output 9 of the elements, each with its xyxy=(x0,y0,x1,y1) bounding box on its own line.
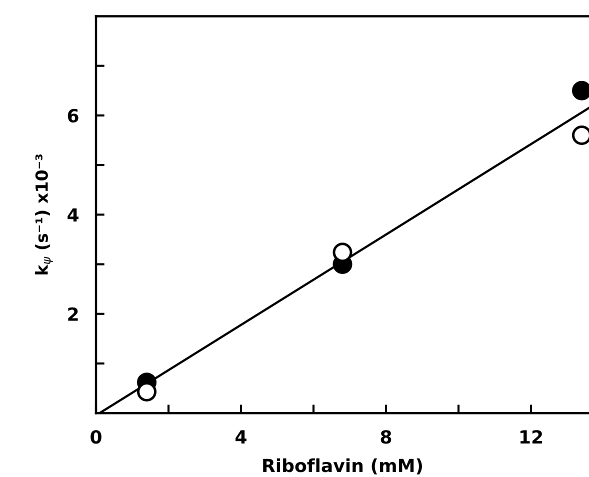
y-tick-label: 4 xyxy=(68,208,79,222)
x-axis-title: Riboflavin (mM) xyxy=(263,458,422,474)
y-tick-label: 2 xyxy=(68,307,78,321)
x-tick-label: 0 xyxy=(90,430,102,444)
x-tick-label: 4 xyxy=(236,430,246,444)
x-tick-label: 12 xyxy=(520,430,542,444)
y-axis-title: k$_{ψ}$ (s⁻¹) x10⁻³ xyxy=(35,154,53,274)
x-tick-label: 8 xyxy=(380,430,392,444)
y-tick-label: 6 xyxy=(68,108,78,123)
